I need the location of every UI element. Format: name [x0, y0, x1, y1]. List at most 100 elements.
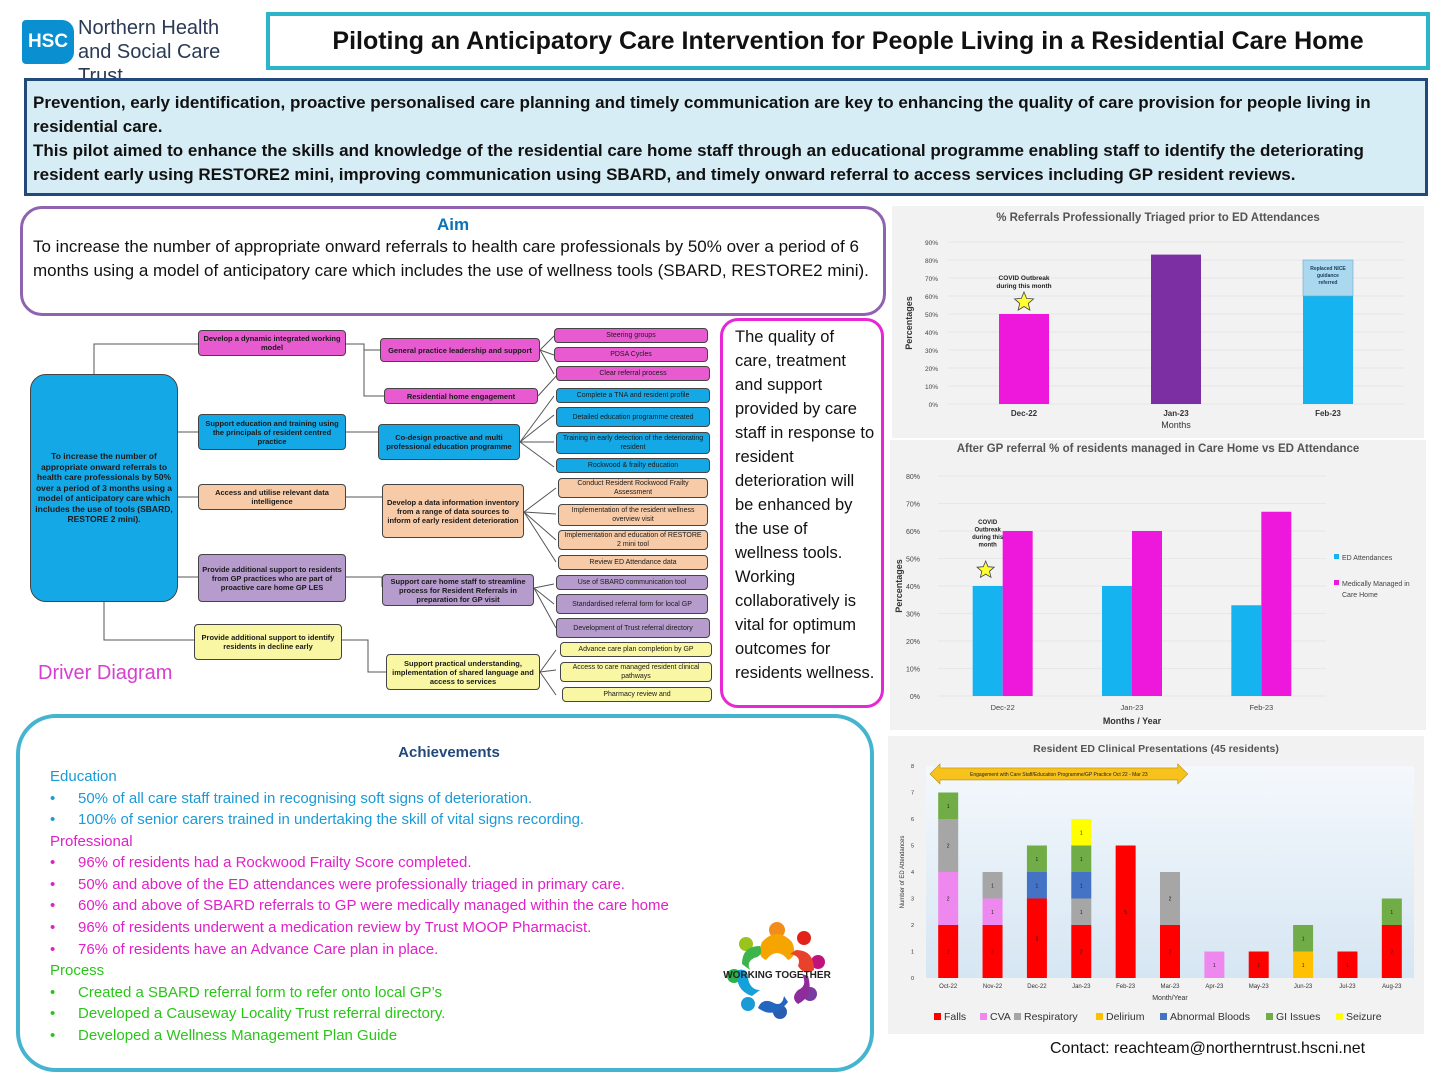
bar: [1151, 254, 1201, 404]
x-tick-label: Apr-23: [1205, 984, 1224, 990]
legend-label: Medically Managed in: [1342, 581, 1410, 588]
process-list: Created a SBARD referral form to refer o…: [50, 982, 870, 1047]
people-circle-icon: WORKING TOGETHER: [723, 922, 832, 1019]
y-tick-label: 10%: [906, 667, 920, 674]
stack-segment: [1381, 898, 1402, 925]
bar-care-home: [1261, 511, 1292, 696]
legend-label: Delirium: [1106, 1011, 1145, 1023]
legend-swatch: [1336, 1013, 1343, 1020]
annotation-covid: COVID Outbreak: [999, 275, 1050, 282]
chart-1-plot: 0% 10% 20% 30% 40% 50% 60% 70% 80% 90% Dec-22 Jan-2…: [904, 240, 1404, 430]
change-idea-12: Use of SBARD communication tool: [556, 575, 708, 590]
legend-swatch: [1334, 580, 1339, 585]
stack-segment: [938, 872, 959, 925]
annotation-covid: during this month: [996, 283, 1051, 290]
list-item: 50% and above of the ED attendances were…: [50, 874, 870, 896]
change-idea-10: Implementation and education of RESTORE …: [558, 530, 708, 550]
y-tick-label: 90%: [925, 240, 938, 247]
secondary-driver-3: Co-design proactive and multi profession…: [378, 424, 520, 460]
change-idea-1: Steering groups: [554, 328, 708, 343]
secondary-driver-6: Support practical understanding, impleme…: [386, 654, 540, 690]
change-idea-7: Rockwood & frailty education: [556, 458, 710, 473]
x-axis-label: Months: [1161, 420, 1191, 430]
y-tick-label: 50%: [906, 557, 920, 564]
secondary-driver-2: Residential home engagement: [384, 388, 538, 404]
stack-segment: [1293, 951, 1314, 978]
list-item: 60% and above of SBARD referrals to GP w…: [50, 895, 870, 917]
intro-box: Prevention, early identification, proact…: [24, 78, 1428, 196]
professional-list: 96% of residents had a Rockwood Frailty …: [50, 852, 870, 960]
data-label: 2: [947, 950, 950, 956]
legend-swatch: [1160, 1013, 1167, 1020]
x-tick-label: Aug-23: [1382, 984, 1402, 990]
list-item: 100% of senior carers trained in underta…: [50, 809, 870, 831]
change-idea-6: Training in early detection of the deter…: [556, 432, 710, 454]
change-idea-4: Complete a TNA and resident profile: [556, 388, 710, 403]
stack-segment: [1115, 845, 1136, 978]
stack-segment: [1337, 951, 1358, 978]
legend-swatch: [1014, 1013, 1021, 1020]
bar-ed: [972, 586, 1003, 696]
legend-label: Care Home: [1342, 592, 1378, 599]
data-label: 2: [947, 844, 950, 850]
y-tick-label: 20%: [906, 639, 920, 646]
primary-driver-5: Provide additional support to identify r…: [194, 624, 342, 660]
y-tick-label: 60%: [925, 294, 938, 301]
y-tick-label: 40%: [925, 330, 938, 337]
primary-driver-1: Develop a dynamic integrated working mod…: [198, 330, 346, 356]
quality-box: The quality of care, treatment and suppo…: [720, 318, 884, 708]
legend-swatch: [934, 1013, 941, 1020]
annotation-covid: month: [979, 543, 998, 549]
data-label: 2: [1169, 950, 1172, 956]
data-label: 3: [1036, 936, 1039, 942]
change-idea-11: Review ED Attendance data: [558, 555, 708, 570]
x-tick-label: Feb-23: [1116, 984, 1136, 990]
x-tick-label: Feb-23: [1315, 409, 1341, 418]
change-idea-15: Advance care plan completion by GP: [560, 642, 712, 657]
bar-ed: [1231, 605, 1262, 696]
chart-ed-presentations: Resident ED Clinical Presentations (45 r…: [888, 736, 1424, 1034]
y-tick-label: 40%: [906, 584, 920, 591]
y-tick-label: 80%: [925, 258, 938, 265]
y-tick-label: 60%: [906, 529, 920, 536]
list-item: 50% of all care staff trained in recogni…: [50, 788, 870, 810]
driver-connectors: [93, 335, 559, 696]
achievements-heading: Achievements: [398, 744, 500, 761]
bar-care-home: [1132, 531, 1162, 696]
change-idea-13: Standardised referral form for local GP: [556, 594, 708, 614]
y-tick-label: 0: [911, 976, 914, 982]
bar: [999, 314, 1049, 404]
list-item: 76% of residents have an Advance Care pl…: [50, 939, 870, 961]
stack-segment: [1204, 951, 1225, 978]
data-label: 1: [1080, 883, 1083, 889]
data-label: 1: [1080, 910, 1083, 916]
y-tick-label: 6: [911, 817, 914, 823]
process-label: Process: [50, 962, 105, 980]
stack-segment: [1071, 872, 1092, 899]
stack-segment: [1293, 925, 1314, 952]
data-label: 2: [947, 897, 950, 903]
stack-segment: [938, 819, 959, 872]
list-item: Developed a Causeway Locality Trust refe…: [50, 1003, 870, 1025]
primary-driver-3: Access and utilise relevant data intelli…: [198, 484, 346, 510]
annotation-nice: referred: [1319, 280, 1338, 286]
data-label: 1: [991, 883, 994, 889]
stack-segment: [1026, 872, 1047, 899]
change-idea-17: Pharmacy review and: [562, 687, 712, 702]
education-label: Education: [50, 768, 117, 785]
x-tick-label: Dec-22: [991, 703, 1015, 712]
y-tick-label: 30%: [906, 612, 920, 619]
chart-1-title: % Referrals Professionally Triaged prior…: [996, 212, 1320, 224]
x-axis-label: Month/Year: [1152, 995, 1188, 1002]
x-tick-label: Mar-23: [1160, 984, 1180, 990]
data-label: 2: [1080, 950, 1083, 956]
legend-label: ED Attendances: [1342, 555, 1393, 562]
data-label: 1: [1390, 910, 1393, 916]
x-tick-label: Dec-22: [1011, 409, 1038, 418]
y-axis-label: Number of ED Attendances: [900, 836, 906, 909]
y-tick-label: 10%: [925, 384, 938, 391]
x-tick-label: Dec-22: [1027, 984, 1047, 990]
y-tick-label: 5: [911, 844, 914, 850]
y-tick-label: 7: [911, 791, 914, 797]
chart-triaged-referrals: % Referrals Professionally Triaged prior…: [892, 206, 1424, 438]
